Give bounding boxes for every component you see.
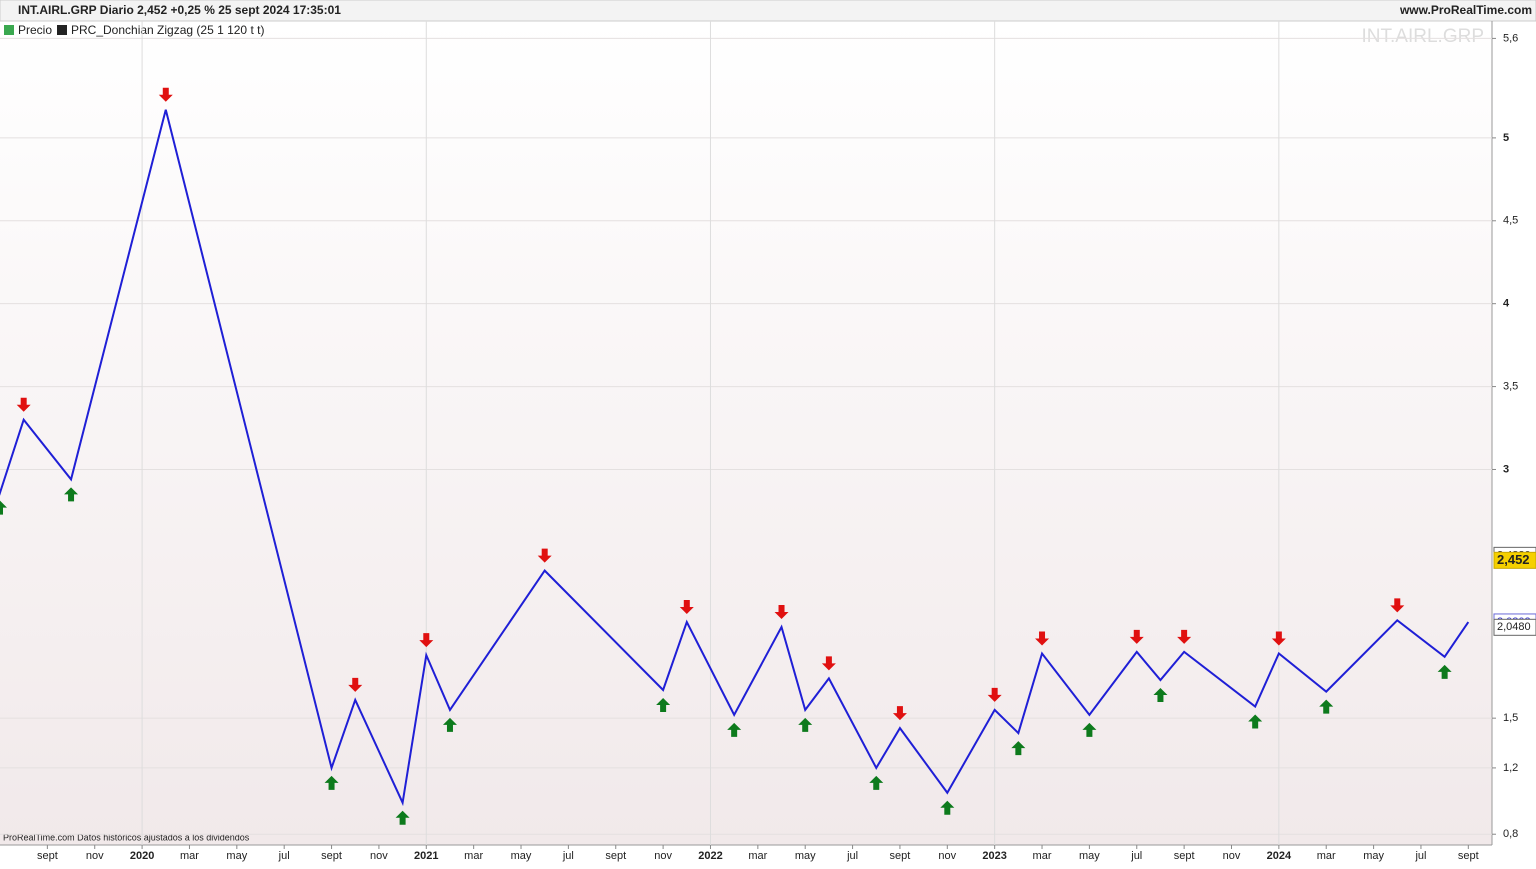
zigzag-line (0, 109, 1470, 807)
sell-arrow (1177, 629, 1192, 644)
x-tick-label: jul (562, 850, 574, 862)
sell-arrow (1271, 631, 1286, 646)
x-tick-label: sept (1174, 850, 1195, 862)
buy-arrow (1082, 722, 1097, 737)
price-label-box (1493, 618, 1536, 636)
buy-arrow (940, 800, 955, 815)
x-tick-label: may (795, 850, 816, 862)
sell-arrow (1129, 629, 1144, 644)
buy-arrow (1248, 714, 1263, 729)
buy-arrow (1011, 741, 1026, 756)
buy-arrow (1437, 664, 1452, 679)
sell-arrow (419, 633, 434, 648)
x-tick-label: may (226, 850, 247, 862)
x-tick-label: nov (1223, 850, 1241, 862)
buy-arrow (64, 487, 79, 502)
legend-item: Precio (18, 23, 52, 37)
legend-swatch (57, 25, 67, 35)
x-tick-label: nov (654, 850, 672, 862)
y-tick-label: 5 (1503, 132, 1509, 144)
y-tick-label: 4,5 (1503, 215, 1518, 227)
x-tick-label: 2020 (130, 850, 154, 862)
price-label: 2,0480 (1497, 621, 1531, 633)
chart-title: INT.AIRL.GRP Diario 2,452 +0,25 % 25 sep… (18, 3, 341, 17)
x-tick-label: mar (1033, 850, 1052, 862)
buy-arrow (395, 810, 410, 825)
x-tick-label: may (1363, 850, 1384, 862)
sell-arrow (1035, 631, 1050, 646)
y-tick-label: 1,5 (1503, 712, 1518, 724)
price-label-box (1493, 551, 1536, 569)
x-tick-label: mar (1317, 850, 1336, 862)
footer: ProRealTime.com Datos históricos ajustad… (3, 832, 250, 842)
y-tick-label: 3,5 (1503, 380, 1518, 392)
sell-arrow (892, 706, 907, 721)
watermark: INT.AIRL.GRP (1362, 26, 1484, 47)
sell-arrow (987, 687, 1002, 702)
sell-arrow (821, 656, 836, 671)
price-label: 2,452 (1497, 552, 1530, 567)
buy-arrow (324, 775, 339, 790)
x-tick-label: may (511, 850, 532, 862)
x-tick-label: jul (846, 850, 858, 862)
x-tick-label: 2024 (1267, 850, 1292, 862)
sell-arrow (158, 87, 173, 102)
y-tick-label: 5,6 (1503, 32, 1518, 44)
x-tick-label: sept (605, 850, 626, 862)
site: www.ProRealTime.com (1399, 3, 1532, 17)
buy-arrow (656, 697, 671, 712)
x-tick-label: jul (1414, 850, 1426, 862)
plot-area (0, 21, 1492, 845)
x-tick-label: mar (748, 850, 767, 862)
sell-arrow (16, 397, 31, 412)
x-tick-label: may (1079, 850, 1100, 862)
y-tick-label: 4 (1503, 298, 1510, 310)
sell-arrow (1390, 598, 1405, 613)
x-tick-label: mar (464, 850, 483, 862)
y-tick-label: 0,8 (1503, 828, 1518, 840)
legend-swatch (4, 25, 14, 35)
buy-arrow (727, 722, 742, 737)
y-tick-label: 1,2 (1503, 762, 1518, 774)
x-tick-label: nov (938, 850, 956, 862)
buy-arrow (442, 717, 457, 732)
x-tick-label: 2021 (414, 850, 438, 862)
sell-arrow (537, 548, 552, 563)
x-tick-label: sept (37, 850, 58, 862)
x-tick-label: sept (1458, 850, 1479, 862)
sell-arrow (348, 677, 363, 692)
buy-arrow (869, 775, 884, 790)
sell-arrow (774, 604, 789, 619)
legend-item: PRC_Donchian Zigzag (25 1 120 t t) (71, 23, 264, 37)
x-tick-label: nov (370, 850, 388, 862)
x-tick-label: jul (1130, 850, 1142, 862)
buy-arrow (0, 500, 7, 515)
buy-arrow (1319, 699, 1334, 714)
x-tick-label: nov (86, 850, 104, 862)
x-tick-label: jul (278, 850, 290, 862)
header-bar (0, 0, 1536, 22)
y-tick-label: 3 (1503, 463, 1509, 475)
buy-arrow (1153, 688, 1168, 703)
x-tick-label: mar (180, 850, 199, 862)
x-tick-label: 2022 (698, 850, 722, 862)
x-tick-label: sept (321, 850, 342, 862)
buy-arrow (798, 717, 813, 732)
sell-arrow (679, 600, 694, 615)
x-tick-label: sept (890, 850, 911, 862)
x-tick-label: 2023 (982, 850, 1006, 862)
